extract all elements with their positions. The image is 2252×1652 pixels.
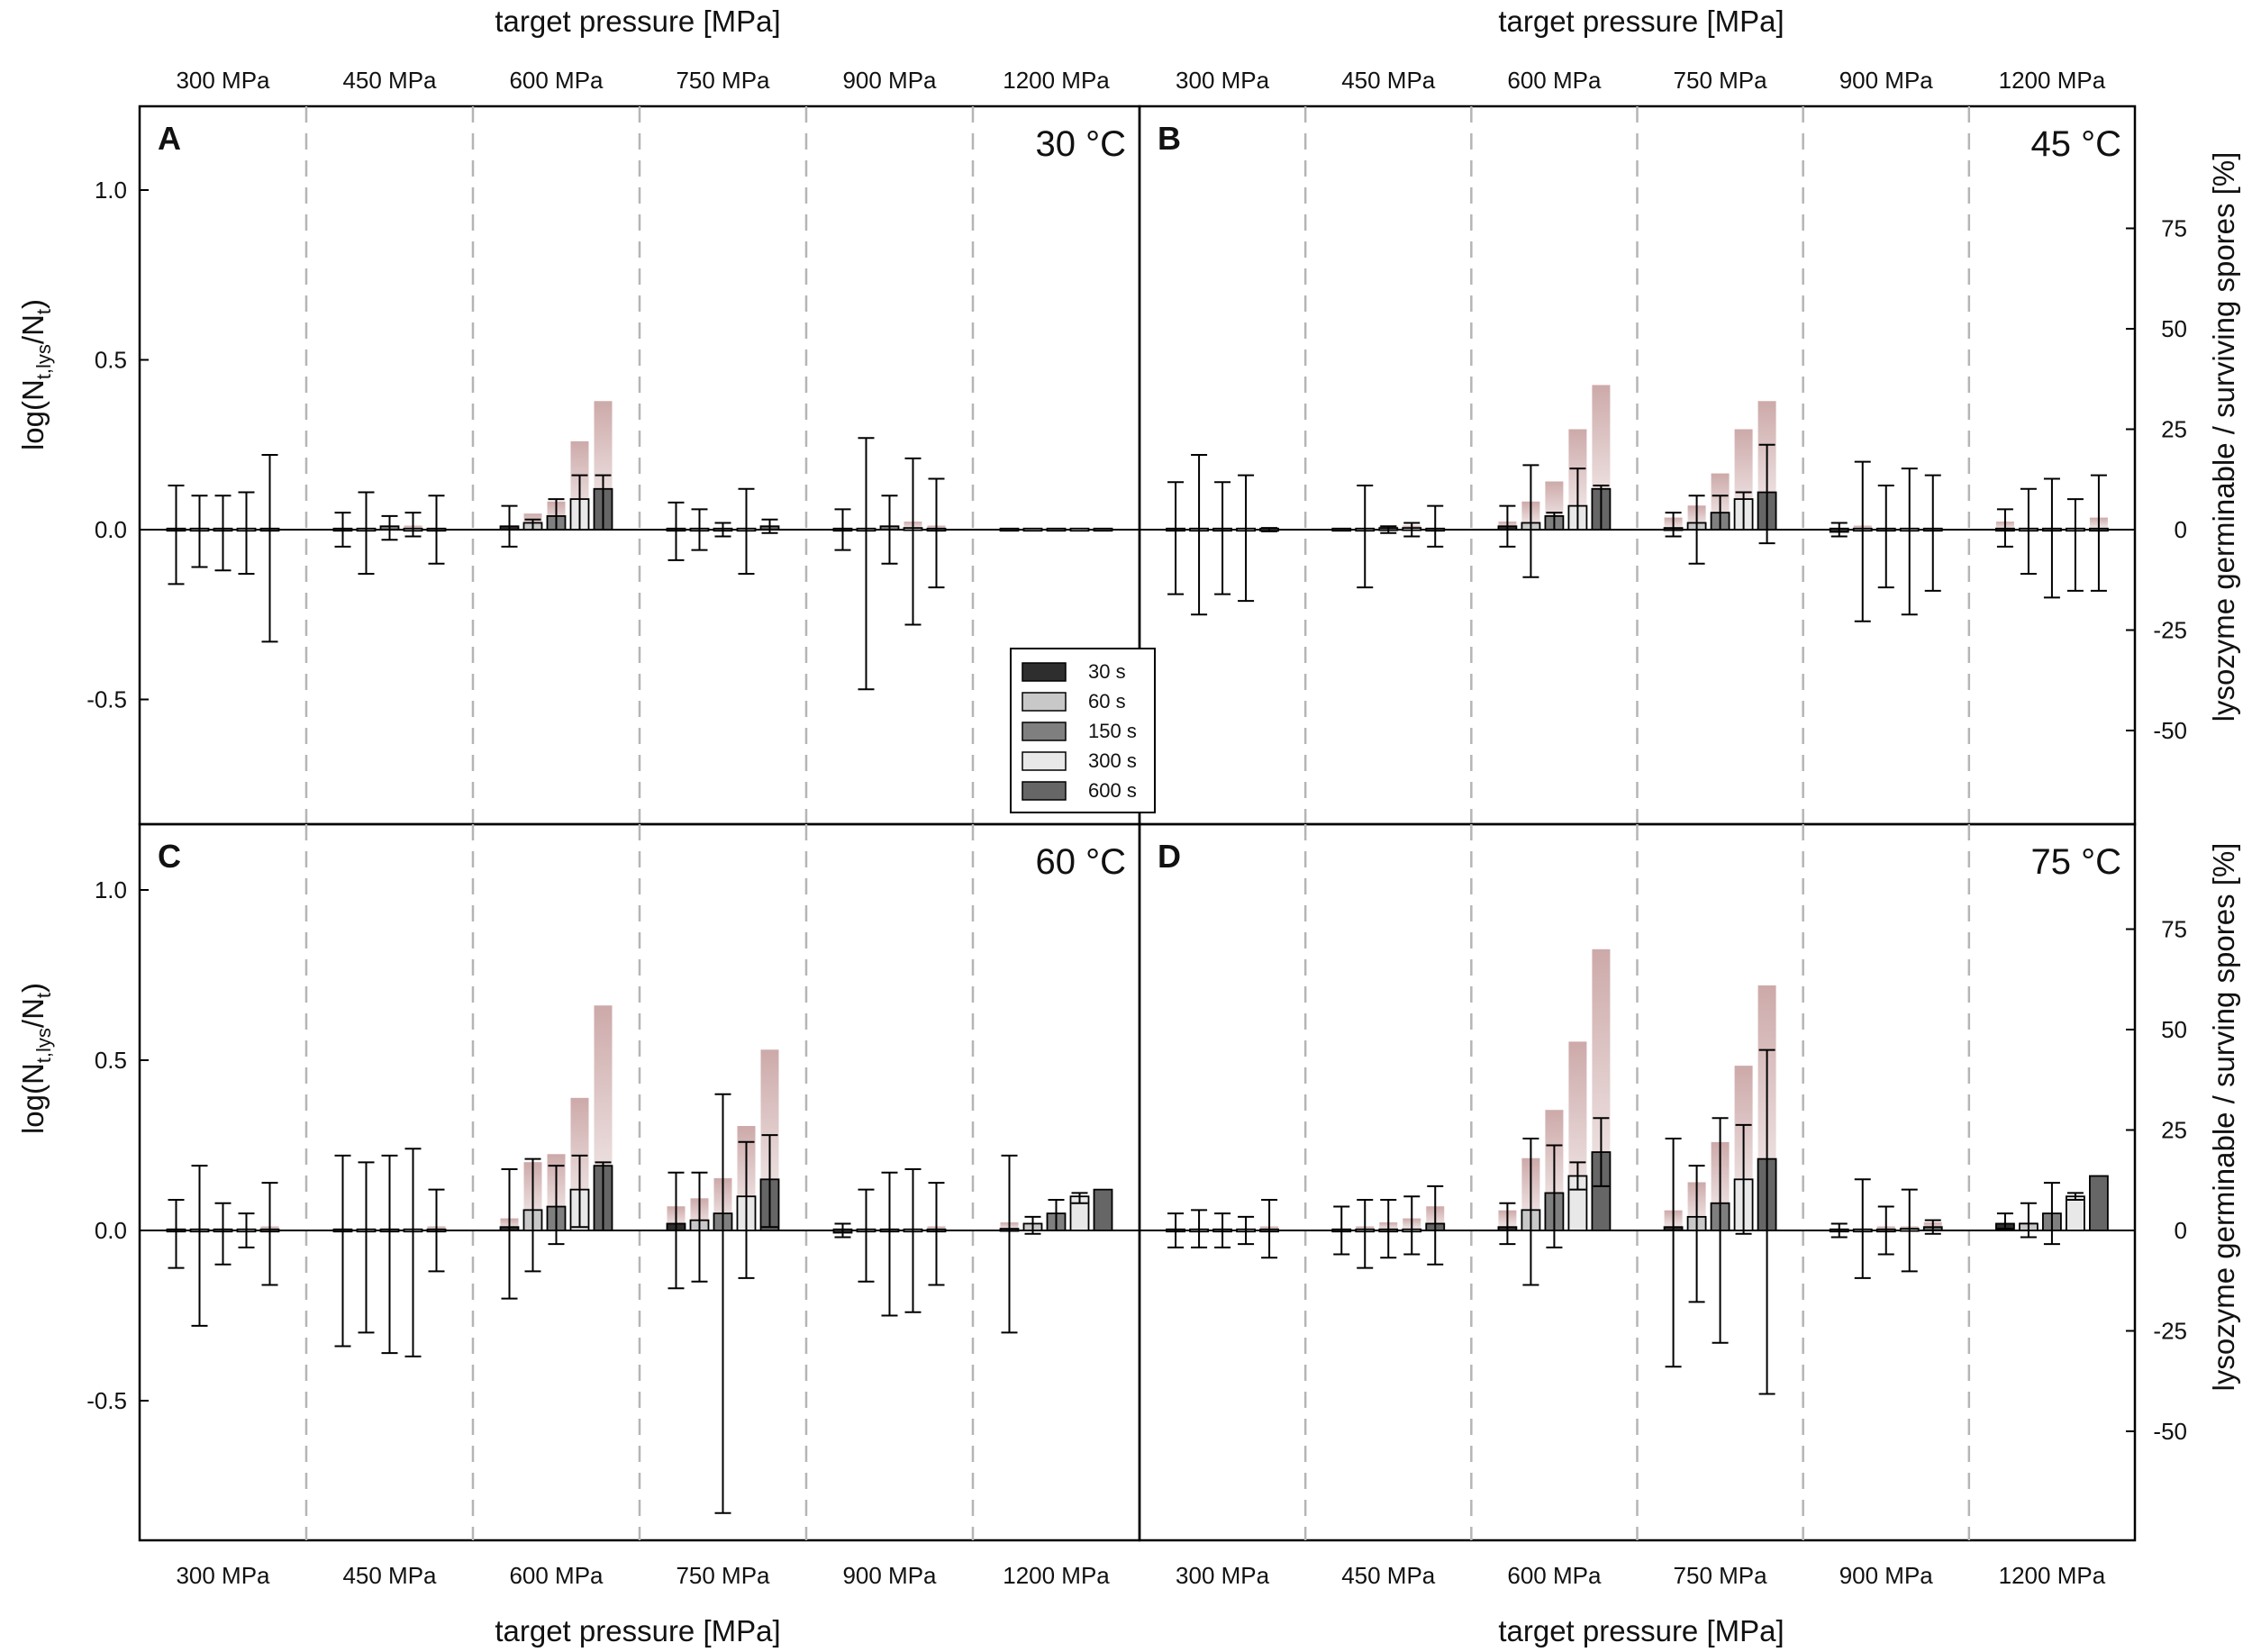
right-tick-label: 50	[2161, 315, 2187, 342]
category-label-top: 300 MPa	[1176, 67, 1270, 94]
panel-letter-B: B	[1158, 120, 1181, 157]
log-bar	[1022, 527, 1043, 532]
panel-temperature-B: 45 °C	[2031, 124, 2122, 164]
panel-temperature-C: 60 °C	[1036, 842, 1127, 882]
left-tick-label: 0.0	[95, 516, 127, 543]
category-label-bottom: 450 MPa	[342, 1562, 437, 1589]
legend-swatch	[1022, 692, 1067, 712]
panel-temperature-D: 75 °C	[2031, 842, 2122, 882]
category-label-top: 1200 MPa	[1003, 67, 1110, 94]
left-tick-label: 1.0	[95, 876, 127, 903]
category-label-top: 1200 MPa	[1999, 67, 2106, 94]
right-tick-label: 25	[2161, 1117, 2187, 1144]
right-tick-label: 0	[2175, 516, 2187, 543]
right-tick-label: 50	[2161, 1016, 2187, 1043]
left-tick-label: -0.5	[86, 1387, 127, 1414]
category-label-bottom: 750 MPa	[676, 1562, 770, 1589]
left-tick-label: 0.5	[95, 1047, 127, 1074]
right-tick-label: -25	[2153, 1318, 2187, 1345]
right-tick-label: 25	[2161, 416, 2187, 443]
right-tick-label: 75	[2161, 215, 2187, 242]
panel-letter-A: A	[158, 120, 181, 157]
legend-swatch	[1022, 781, 1067, 801]
panel-temperature-A: 30 °C	[1036, 124, 1127, 164]
legend-label: 30 s	[1088, 660, 1126, 683]
legend: 30 s 60 s 150 s 300 s 600 s	[1010, 648, 1156, 813]
category-label-top: 900 MPa	[842, 67, 937, 94]
category-label-bottom: 300 MPa	[176, 1562, 270, 1589]
left-axis-title-top: log(Nt,lys/Nt)	[16, 299, 55, 450]
log-bar	[2089, 1175, 2109, 1231]
legend-label: 60 s	[1088, 690, 1126, 713]
right-axis-title-bottom: lysozyme germinable / surving spores [%]	[2207, 843, 2240, 1392]
legend-label: 150 s	[1088, 720, 1137, 742]
legend-label: 600 s	[1088, 779, 1137, 802]
panel-letter-D: D	[1158, 838, 1181, 875]
left-tick-label: 0.0	[95, 1217, 127, 1244]
category-label-bottom: 300 MPa	[1176, 1562, 1270, 1589]
category-label-bottom: 750 MPa	[1674, 1562, 1768, 1589]
category-label-bottom: 1200 MPa	[1003, 1562, 1110, 1589]
top-axis-title-right: target pressure [MPa]	[1498, 5, 1784, 38]
left-axis-title-bottom: log(Nt,lys/Nt)	[16, 983, 55, 1134]
left-tick-label: -0.5	[86, 686, 127, 713]
legend-label: 300 s	[1088, 749, 1137, 772]
right-axis-title-top: lysozyme germinable / surviving spores […	[2207, 152, 2240, 722]
right-tick-label: 75	[2161, 916, 2187, 943]
category-label-top: 450 MPa	[342, 67, 437, 94]
log-bar	[1093, 1188, 1113, 1231]
right-tick-label: -50	[2153, 717, 2187, 744]
bottom-axis-title-left: target pressure [MPa]	[495, 1614, 780, 1647]
legend-swatch	[1022, 662, 1067, 682]
log-bar	[1069, 527, 1090, 532]
right-tick-label: -50	[2153, 1418, 2187, 1445]
category-label-bottom: 900 MPa	[1839, 1562, 1934, 1589]
log-bar	[1046, 527, 1067, 532]
bottom-axis-title-right: target pressure [MPa]	[1498, 1614, 1784, 1647]
panel-letter-C: C	[158, 838, 181, 875]
legend-swatch	[1022, 722, 1067, 741]
left-tick-label: 1.0	[95, 177, 127, 204]
left-tick-label: 0.5	[95, 347, 127, 374]
category-label-bottom: 1200 MPa	[1999, 1562, 2106, 1589]
log-bar	[2066, 1195, 2085, 1231]
category-label-bottom: 900 MPa	[842, 1562, 937, 1589]
log-bar	[1093, 527, 1113, 532]
category-label-top: 600 MPa	[509, 67, 604, 94]
category-label-top: 450 MPa	[1341, 67, 1436, 94]
category-label-top: 600 MPa	[1507, 67, 1602, 94]
category-label-bottom: 600 MPa	[1507, 1562, 1602, 1589]
top-axis-title-left: target pressure [MPa]	[495, 5, 780, 38]
panels-layer: A 30 °C -0.5 0.0 0.5 1.0 300 MPa 450 MPa 600 MPa…	[86, 67, 2187, 1589]
log-bar	[1331, 527, 1352, 532]
log-bar	[999, 527, 1020, 532]
right-tick-label: -25	[2153, 617, 2187, 644]
category-label-top: 750 MPa	[676, 67, 770, 94]
category-label-top: 900 MPa	[1839, 67, 1934, 94]
category-label-bottom: 450 MPa	[1341, 1562, 1436, 1589]
category-label-top: 750 MPa	[1674, 67, 1768, 94]
category-label-top: 300 MPa	[176, 67, 270, 94]
category-label-bottom: 600 MPa	[509, 1562, 604, 1589]
legend-swatch	[1022, 751, 1067, 771]
right-tick-label: 0	[2175, 1217, 2187, 1244]
